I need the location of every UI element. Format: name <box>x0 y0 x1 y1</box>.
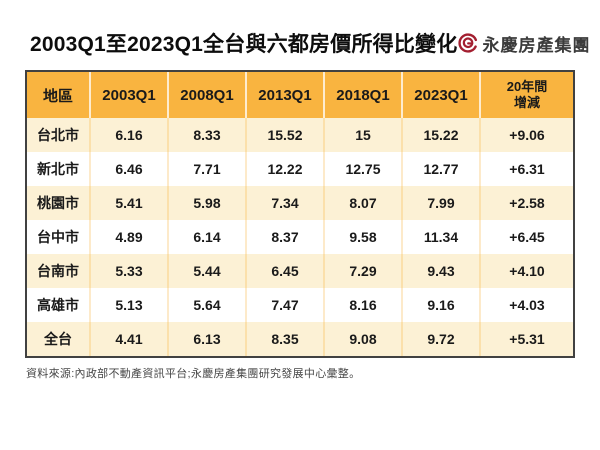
column-header-2023q1: 2023Q1 <box>403 72 481 118</box>
table-cell: 4.41 <box>91 322 169 356</box>
table-cell: 7.99 <box>403 186 481 220</box>
table-cell: 15 <box>325 118 403 152</box>
table-cell: 8.35 <box>247 322 325 356</box>
table-row-kaohsiung: 高雄市 5.13 5.64 7.47 8.16 9.16 +4.03 <box>27 288 573 322</box>
page-title: 2003Q1至2023Q1全台與六都房價所得比變化 <box>30 33 458 56</box>
region-cell: 台中市 <box>27 220 91 254</box>
table-cell: 7.71 <box>169 152 247 186</box>
column-header-2008q1: 2008Q1 <box>169 72 247 118</box>
column-header-region: 地區 <box>27 72 91 118</box>
table-cell: 12.22 <box>247 152 325 186</box>
table-cell: 9.43 <box>403 254 481 288</box>
table-cell: 9.72 <box>403 322 481 356</box>
region-cell: 台南市 <box>27 254 91 288</box>
region-cell: 台北市 <box>27 118 91 152</box>
table-cell: 15.22 <box>403 118 481 152</box>
table-cell: 6.45 <box>247 254 325 288</box>
table-cell: 5.33 <box>91 254 169 288</box>
table-cell: 11.34 <box>403 220 481 254</box>
change-cell: +4.10 <box>481 254 573 288</box>
table-cell: 6.14 <box>169 220 247 254</box>
table-cell: 5.98 <box>169 186 247 220</box>
change-cell: +6.31 <box>481 152 573 186</box>
column-header-2013q1: 2013Q1 <box>247 72 325 118</box>
table-row-taichung: 台中市 4.89 6.14 8.37 9.58 11.34 +6.45 <box>27 220 573 254</box>
table-cell: 9.08 <box>325 322 403 356</box>
region-cell: 全台 <box>27 322 91 356</box>
brand-logo: 永慶房產集團 <box>457 31 590 56</box>
change-cell: +2.58 <box>481 186 573 220</box>
table-cell: 5.41 <box>91 186 169 220</box>
table-cell: 6.16 <box>91 118 169 152</box>
table-cell: 5.13 <box>91 288 169 322</box>
table-row-nationwide: 全台 4.41 6.13 8.35 9.08 9.72 +5.31 <box>27 322 573 356</box>
region-cell: 桃園市 <box>27 186 91 220</box>
table-cell: 5.44 <box>169 254 247 288</box>
column-header-20yr-change: 20年間 增減 <box>481 72 573 118</box>
brand-logo-text: 永慶房產集團 <box>482 35 591 55</box>
house-price-income-table: 地區 2003Q1 2008Q1 2013Q1 2018Q1 2023Q1 20… <box>25 70 575 358</box>
table-cell: 4.89 <box>91 220 169 254</box>
change-cell: +4.03 <box>481 288 573 322</box>
table-cell: 12.77 <box>403 152 481 186</box>
table-cell: 8.33 <box>169 118 247 152</box>
table-row-taipei: 台北市 6.16 8.33 15.52 15 15.22 +9.06 <box>27 118 573 152</box>
table-cell: 7.34 <box>247 186 325 220</box>
table-header-row: 地區 2003Q1 2008Q1 2013Q1 2018Q1 2023Q1 20… <box>27 72 573 118</box>
table-cell: 9.58 <box>325 220 403 254</box>
table-cell: 12.75 <box>325 152 403 186</box>
table-cell: 7.29 <box>325 254 403 288</box>
table-cell: 7.47 <box>247 288 325 322</box>
header-bar: 2003Q1至2023Q1全台與六都房價所得比變化 永慶房產集團 <box>0 0 600 68</box>
data-source-note: 資料來源:內政部不動產資訊平台;永慶房產集團研究發展中心彙整。 <box>26 368 361 380</box>
table-cell: 15.52 <box>247 118 325 152</box>
column-header-2018q1: 2018Q1 <box>325 72 403 118</box>
region-cell: 高雄市 <box>27 288 91 322</box>
table-cell: 9.16 <box>403 288 481 322</box>
change-cell: +6.45 <box>481 220 573 254</box>
column-header-2003q1: 2003Q1 <box>91 72 169 118</box>
change-cell: +5.31 <box>481 322 573 356</box>
column-header-line: 增減 <box>513 95 540 110</box>
region-cell: 新北市 <box>27 152 91 186</box>
column-header-line: 20年間 <box>506 79 548 95</box>
yungching-g-ring-icon <box>458 33 479 53</box>
table-cell: 6.13 <box>169 322 247 356</box>
table-cell: 8.37 <box>247 220 325 254</box>
table-row-tainan: 台南市 5.33 5.44 6.45 7.29 9.43 +4.10 <box>27 254 573 288</box>
table-cell: 6.46 <box>91 152 169 186</box>
change-cell: +9.06 <box>481 118 573 152</box>
table-cell: 5.64 <box>169 288 247 322</box>
table-cell: 8.16 <box>325 288 403 322</box>
table-cell: 8.07 <box>325 186 403 220</box>
table-row-newtaipei: 新北市 6.46 7.71 12.22 12.75 12.77 +6.31 <box>27 152 573 186</box>
table-row-taoyuan: 桃園市 5.41 5.98 7.34 8.07 7.99 +2.58 <box>27 186 573 220</box>
